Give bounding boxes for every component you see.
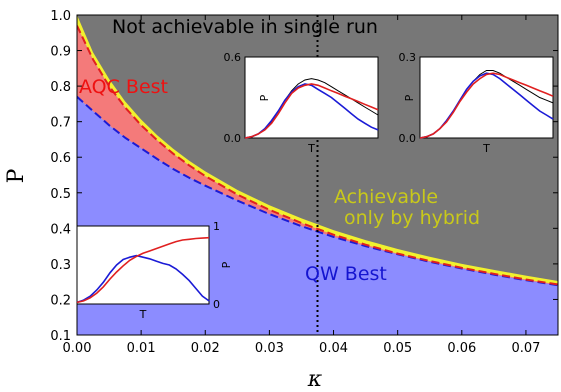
inset-aqc-line	[419, 72, 554, 139]
qw-best-label: QW Best	[305, 263, 387, 285]
y-tick-label: 0.4	[50, 222, 71, 237]
inset-x-label: T	[139, 308, 147, 321]
inset-bottom-left: 0 1 T P	[76, 220, 233, 321]
y-axis-label: P	[4, 168, 29, 183]
y-tick-label: 0.2	[50, 293, 71, 308]
hybrid-label-line2: only by hybrid	[344, 207, 480, 229]
not-achievable-label: Not achievable in single run	[112, 16, 378, 38]
inset-top-middle: 0.0 0.6 T P	[224, 51, 379, 155]
y-tick-label: 0.8	[50, 80, 71, 95]
x-tick-label: 0.07	[511, 341, 540, 356]
insets-group: 0 1 T P 0.0 0.6 T P 0.0 0.3 T P	[76, 51, 554, 321]
y-tick-label: 0.7	[50, 116, 71, 131]
aqc-best-label: AQC Best	[79, 76, 168, 98]
inset-y-label: P	[403, 94, 416, 101]
y-tick-label: 0.5	[50, 187, 71, 202]
inset-x-label: T	[307, 142, 315, 155]
inset-qw-line	[244, 83, 379, 139]
x-tick-label: 0.00	[63, 341, 92, 356]
aqc-boundary-line	[77, 25, 558, 286]
inset-y-tick-label: 0.6	[224, 51, 242, 64]
x-axis-ticks: 0.00 0.01 0.02 0.03 0.04 0.05 0.06 0.07	[63, 15, 540, 356]
inset-frame	[244, 56, 379, 139]
inset-frame	[419, 56, 554, 139]
inset-y-tick-label: 1	[213, 220, 220, 233]
x-tick-label: 0.06	[447, 341, 476, 356]
hybrid-label-line1: Achievable	[334, 186, 438, 208]
inset-y-label: P	[220, 261, 233, 268]
inset-aqc-line	[76, 236, 210, 304]
inset-y-tick-label: 0	[213, 298, 220, 311]
inset-x-label: T	[482, 142, 490, 155]
x-tick-label: 0.04	[319, 341, 348, 356]
y-tick-label: 0.9	[50, 45, 71, 60]
x-tick-label: 0.03	[255, 341, 284, 356]
plot-frame	[76, 14, 559, 336]
inset-y-tick-label: 0.0	[224, 132, 242, 145]
x-axis-label: κ	[307, 367, 323, 392]
y-axis-ticks: 0.1 0.2 0.3 0.4 0.5 0.6 0.7 0.8 0.9 1.0	[50, 9, 558, 344]
inset-y-tick-label: 0.3	[399, 51, 417, 64]
inset-y-label: P	[258, 94, 271, 101]
x-tick-label: 0.01	[127, 341, 156, 356]
x-tick-label: 0.02	[191, 341, 220, 356]
y-tick-label: 0.3	[50, 258, 71, 273]
y-tick-label: 0.1	[50, 329, 71, 344]
inset-top-right: 0.0 0.3 T P	[399, 51, 554, 155]
y-tick-label: 0.6	[50, 151, 71, 166]
inset-y-tick-label: 0.0	[399, 132, 417, 145]
inset-aqc-line	[244, 83, 379, 139]
x-tick-label: 0.05	[383, 341, 412, 356]
y-tick-label: 1.0	[50, 9, 71, 24]
inset-qw-line	[76, 254, 210, 304]
